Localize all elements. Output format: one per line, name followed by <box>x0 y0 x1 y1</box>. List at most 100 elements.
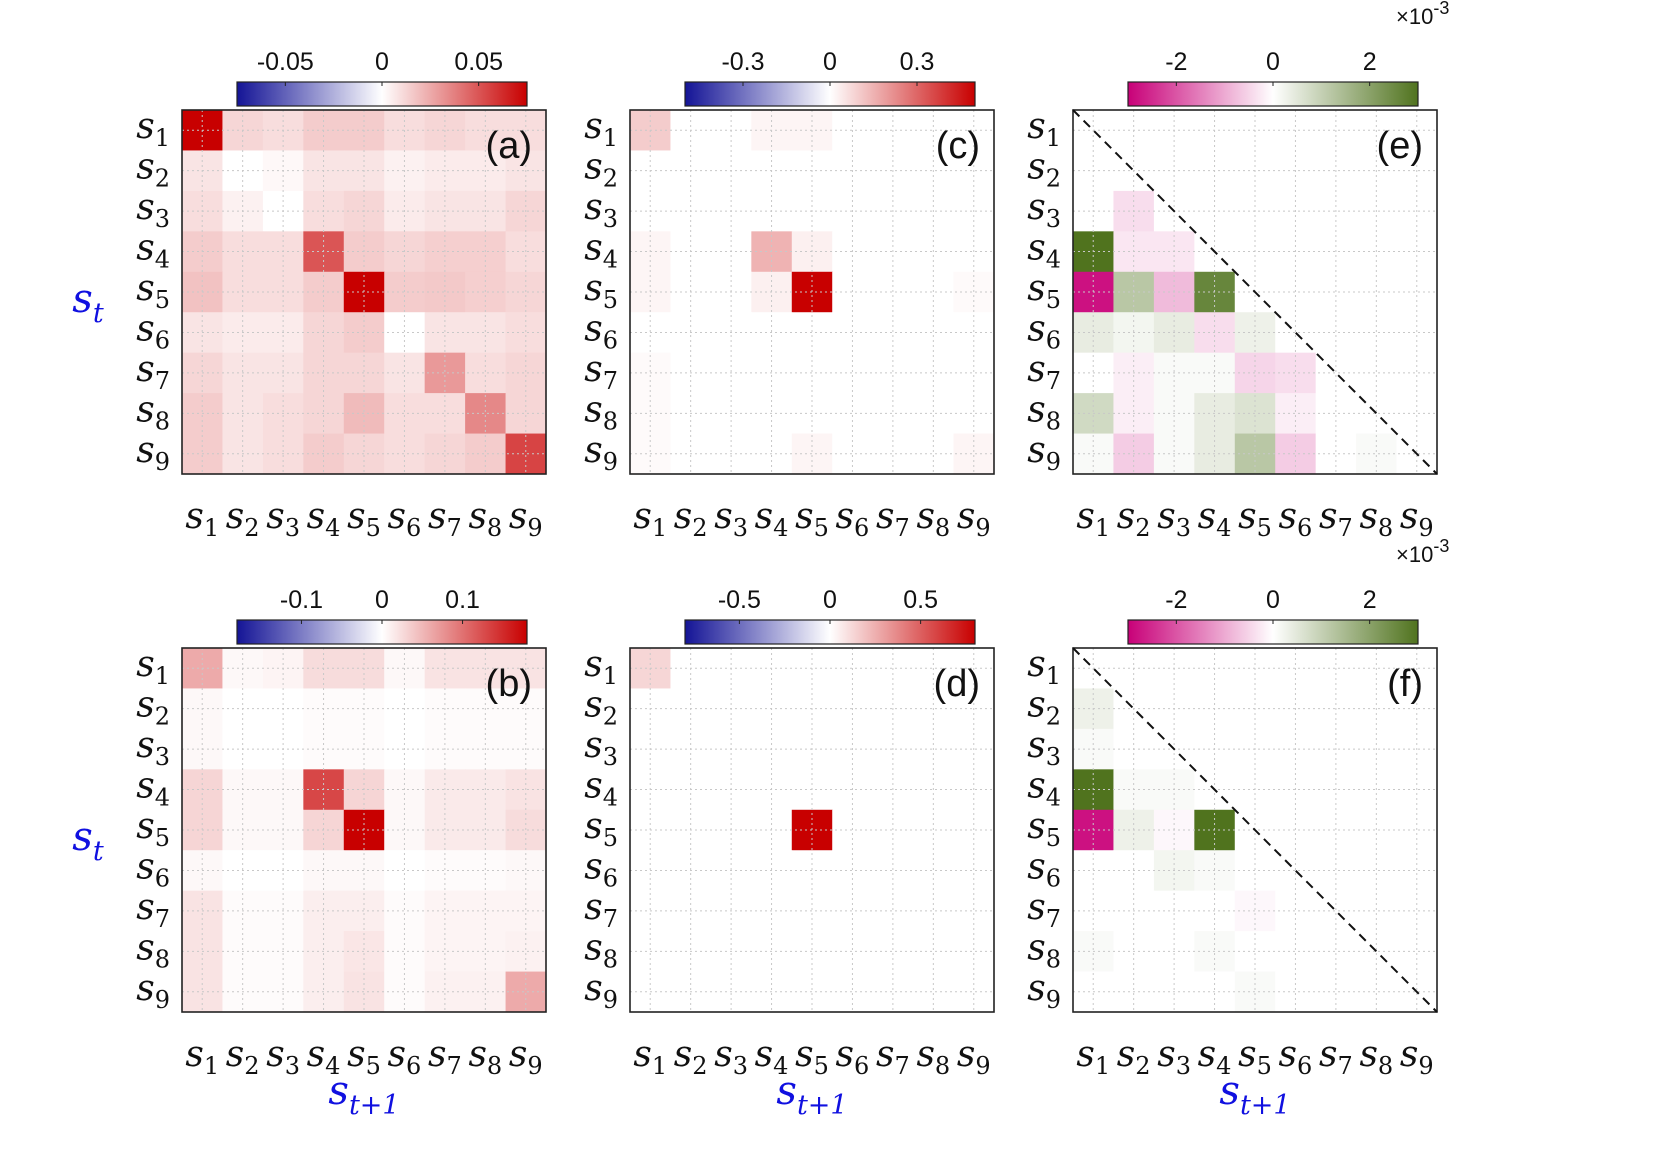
heatmap-cell <box>384 850 426 892</box>
heatmap-cell <box>832 433 874 475</box>
row-tick-label: s6 <box>584 308 618 354</box>
heatmap-cell <box>1315 931 1357 973</box>
row-tick-label: s4 <box>584 766 618 812</box>
colorbar-tick-label: 0.1 <box>445 586 480 614</box>
heatmap-cell <box>1356 850 1398 892</box>
colorbar-tick-label: -0.3 <box>721 48 764 76</box>
row-tick-label: s3 <box>136 187 170 233</box>
row-tick-label: s6 <box>136 308 170 354</box>
column-tick-label: s5 <box>347 1034 381 1080</box>
column-tick-label: s6 <box>836 496 870 542</box>
heatmap-cell <box>505 393 547 435</box>
column-tick-label: s4 <box>755 1034 789 1080</box>
column-tick-label: s2 <box>1117 1034 1151 1080</box>
row-tick-label: s9 <box>136 968 170 1014</box>
heatmap-cell <box>424 931 466 973</box>
row-tick-label: s7 <box>1027 887 1061 933</box>
row-tick-label: s8 <box>136 389 170 435</box>
heatmap-cell <box>872 931 914 973</box>
heatmap-cell <box>465 850 507 892</box>
heatmap-cell <box>465 971 507 1013</box>
row-tick-label: s9 <box>584 968 618 1014</box>
panel-label: (f) <box>1387 663 1423 705</box>
column-tick-label: s6 <box>836 1034 870 1080</box>
panel-label: (c) <box>936 125 980 167</box>
heatmap-cell <box>1396 312 1438 354</box>
colorbar-tick-label: 0 <box>823 586 837 614</box>
column-tick-label: s6 <box>1279 1034 1313 1080</box>
heatmap-cell <box>1315 971 1357 1013</box>
row-tick-label: s8 <box>1027 389 1061 435</box>
panel-label: (e) <box>1377 125 1423 167</box>
row-tick-label: s8 <box>1027 927 1061 973</box>
row-axis-label: st <box>72 276 104 329</box>
row-tick-label: s8 <box>584 927 618 973</box>
row-tick-label: s2 <box>584 685 618 731</box>
heatmap-cell <box>1315 433 1357 475</box>
column-tick-label: s1 <box>633 496 667 542</box>
heatmap-cell <box>953 931 995 973</box>
row-tick-label: s1 <box>584 644 618 690</box>
colorbar-tick-label: 0.5 <box>903 586 938 614</box>
colorbar-tick-label: 0 <box>823 48 837 76</box>
column-tick-label: s3 <box>714 1034 748 1080</box>
column-tick-label: s3 <box>714 496 748 542</box>
column-tick-label: s7 <box>876 496 910 542</box>
heatmap-cell <box>505 352 547 394</box>
column-tick-label: s1 <box>1076 1034 1110 1080</box>
heatmap-cell <box>872 971 914 1013</box>
heatmap-cell <box>1275 433 1317 475</box>
column-tick-label: s6 <box>388 1034 422 1080</box>
heatmap-cell <box>872 890 914 932</box>
row-tick-label: s8 <box>584 389 618 435</box>
heatmap-cell <box>384 931 426 973</box>
heatmap-cell <box>1275 890 1317 932</box>
colorbar <box>684 619 976 645</box>
column-tick-label: s7 <box>1319 1034 1353 1080</box>
colorbar-tick-label: 0 <box>375 586 389 614</box>
column-tick-label: s9 <box>1400 1034 1434 1080</box>
heatmap-cell <box>505 433 547 475</box>
diagonal-line <box>1072 647 1438 1013</box>
column-tick-label: s8 <box>468 496 502 542</box>
row-tick-label: s1 <box>136 106 170 152</box>
colorbar-scale-factor: ×10-3 <box>1396 0 1449 29</box>
row-tick-label: s9 <box>1027 968 1061 1014</box>
colorbar-tick-label: 0 <box>1266 48 1280 76</box>
column-tick-label: s2 <box>226 1034 260 1080</box>
colorbar-tick-label: -0.1 <box>280 586 323 614</box>
heatmap-cell <box>832 890 874 932</box>
plot-frame <box>629 647 995 1013</box>
panel-label: (b) <box>486 663 532 705</box>
column-tick-label: s7 <box>428 1034 462 1080</box>
plot-frame <box>181 647 547 1013</box>
row-tick-label: s9 <box>136 430 170 476</box>
heatmap-cell <box>505 312 547 354</box>
column-tick-label: s2 <box>226 496 260 542</box>
colorbar-tick-label: 0 <box>375 48 389 76</box>
row-tick-label: s5 <box>1027 806 1061 852</box>
heatmap-cell <box>465 393 507 435</box>
heatmap-cell <box>505 931 547 973</box>
row-tick-label: s4 <box>1027 766 1061 812</box>
column-tick-label: s6 <box>1279 496 1313 542</box>
heatmap-cell <box>953 890 995 932</box>
row-tick-label: s7 <box>136 887 170 933</box>
heatmap-cell <box>913 393 955 435</box>
column-tick-label: s7 <box>876 1034 910 1080</box>
heatmap-cell <box>1356 433 1398 475</box>
row-tick-label: s1 <box>584 106 618 152</box>
heatmap-cell <box>384 433 426 475</box>
heatmap-cell <box>424 890 466 932</box>
heatmap-cell <box>872 393 914 435</box>
row-tick-label: s2 <box>584 147 618 193</box>
column-tick-label: s1 <box>185 496 219 542</box>
column-tick-label: s3 <box>1157 1034 1191 1080</box>
column-axis-label: st+1 <box>328 1068 399 1121</box>
